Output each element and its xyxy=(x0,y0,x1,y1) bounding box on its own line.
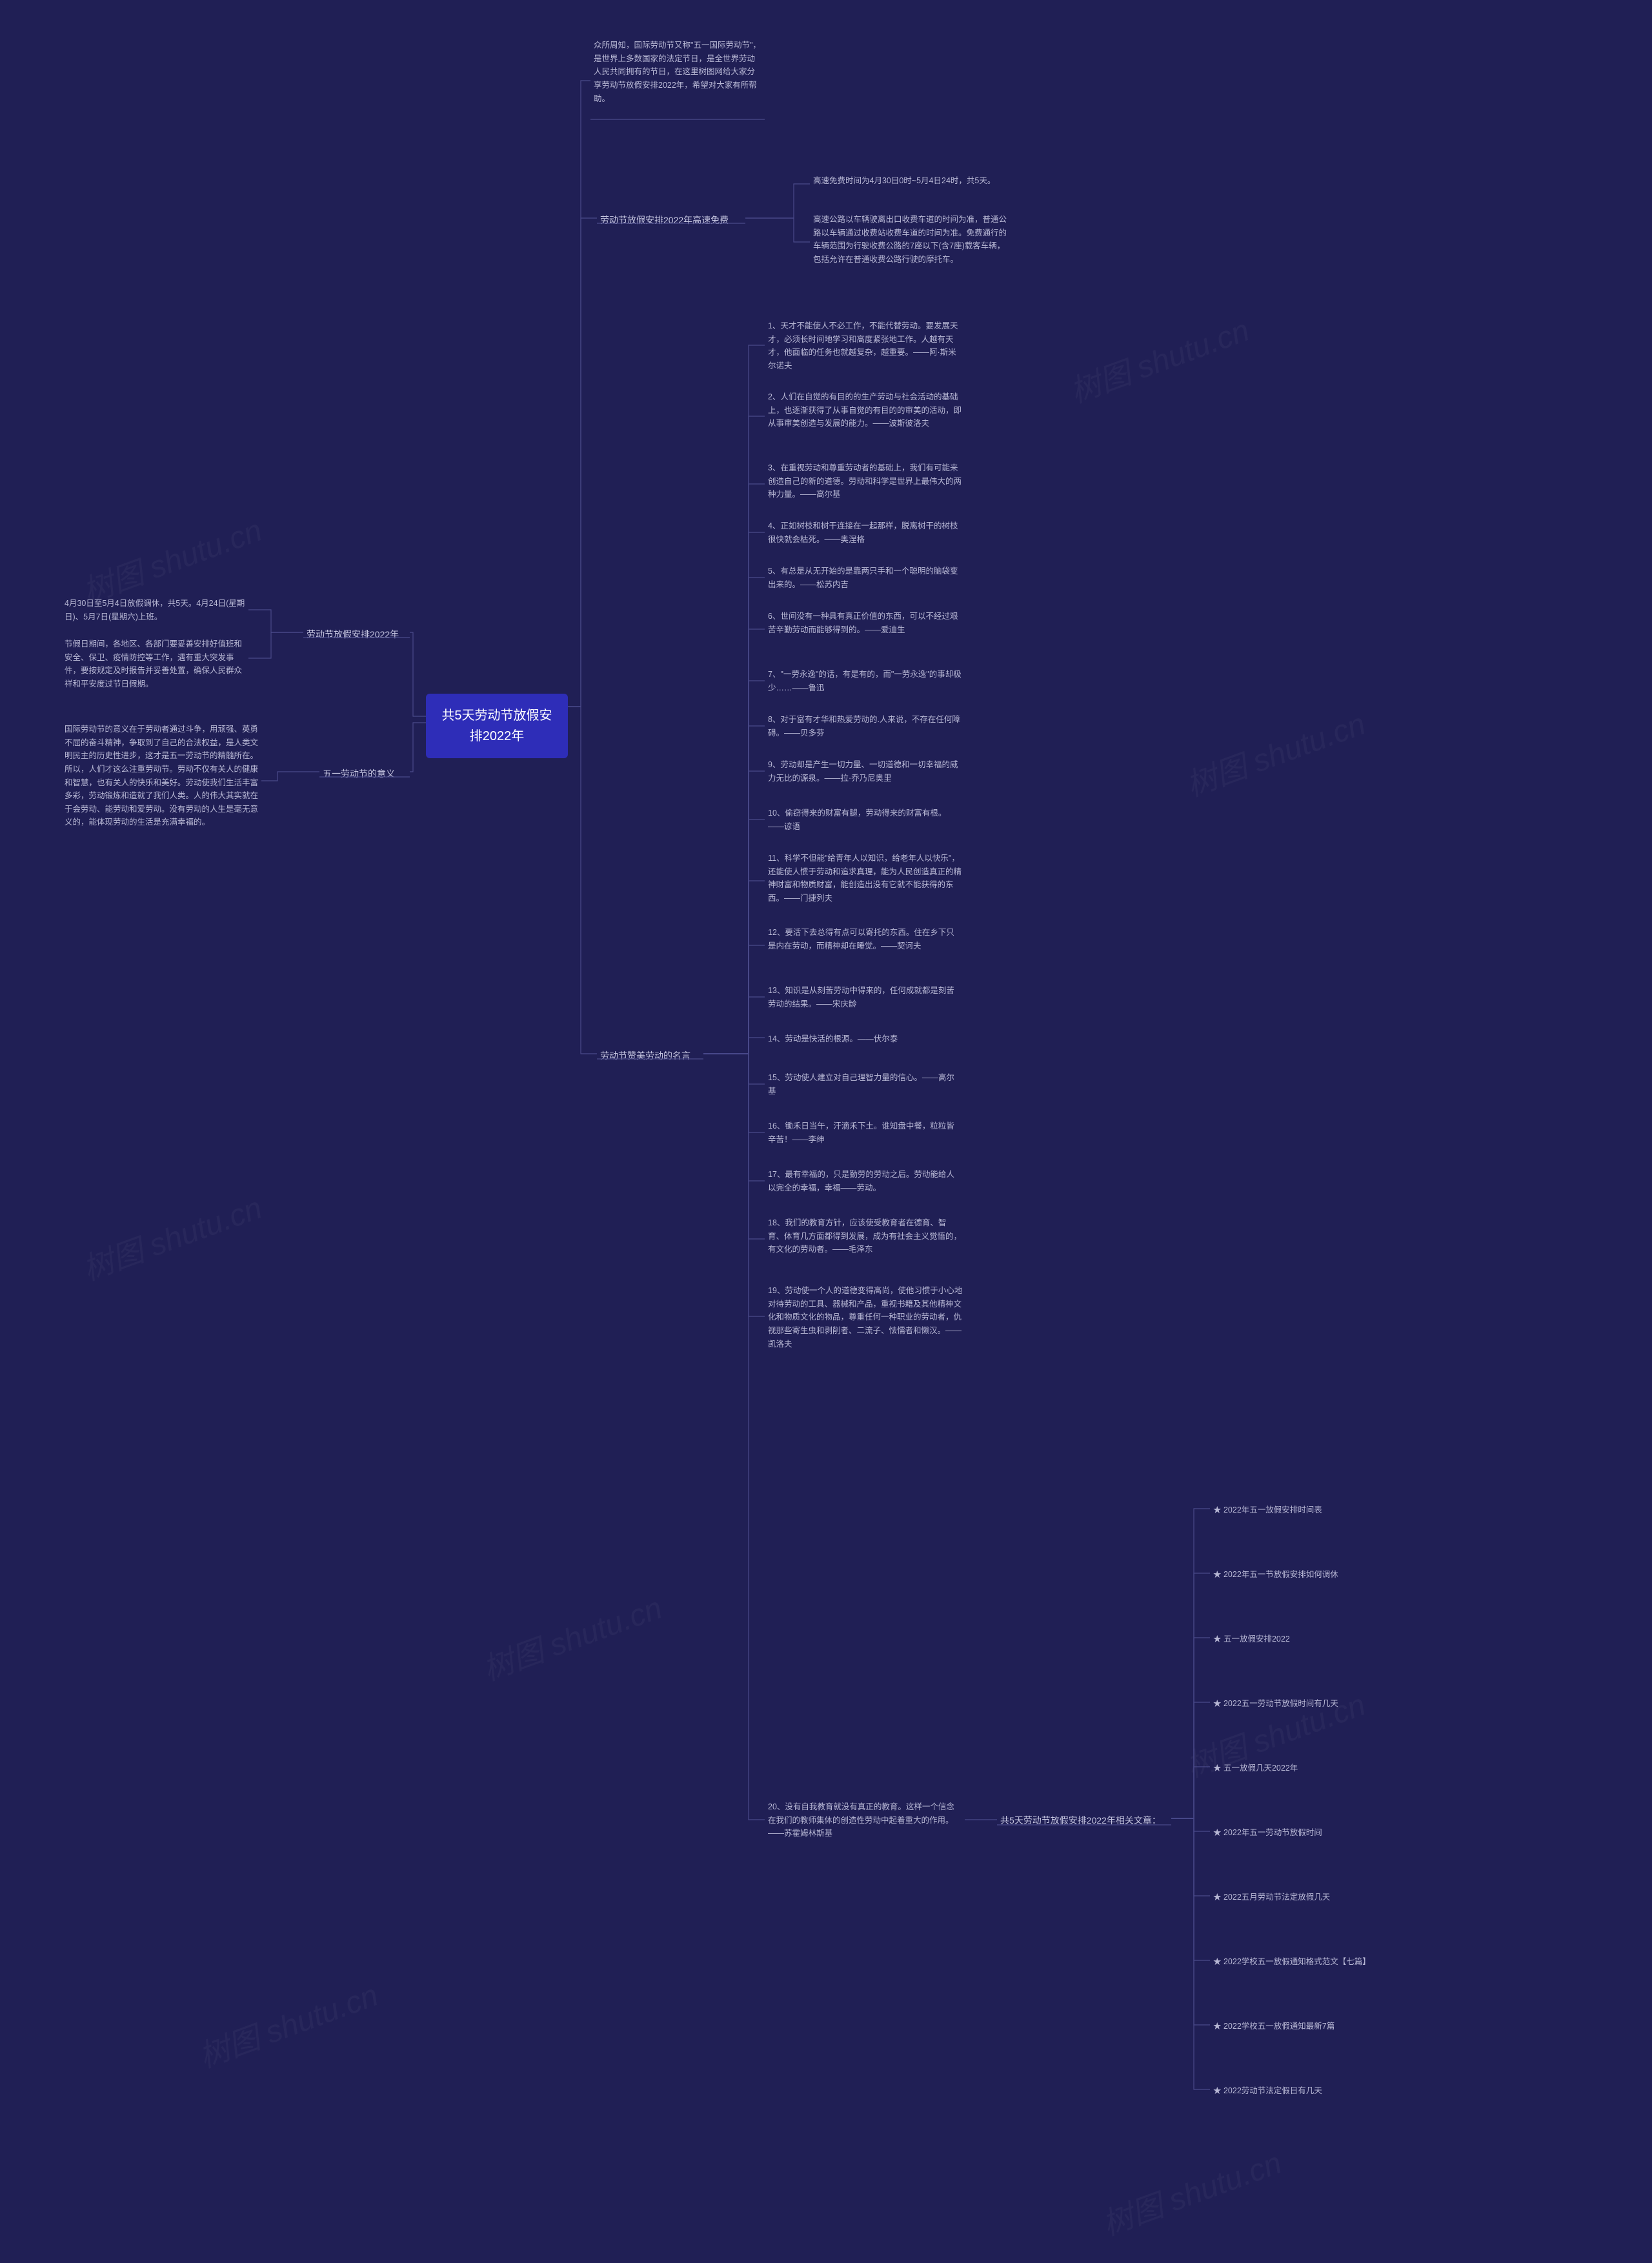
quote-12: 12、要活下去总得有点可以寄托的东西。住在乡下只是内在劳动，而精神却在睡觉。——… xyxy=(768,926,962,952)
article-link[interactable]: ★ 2022劳动节法定假日有几天 xyxy=(1213,2084,1322,2097)
watermark: 树图 shutu.cn xyxy=(1063,305,1254,411)
leaf-schedule-dates: 4月30日至5月4日放假调休，共5天。4月24日(星期日)、5月7日(星期六)上… xyxy=(65,597,245,623)
quote-1: 1、天才不能使人不必工作，不能代替劳动。要发展天才，必须长时间地学习和高度紧张地… xyxy=(768,319,962,373)
watermark: 树图 shutu.cn xyxy=(76,1182,267,1289)
intro-text: 众所周知，国际劳动节又称"五一国际劳动节"，是世界上多数国家的法定节日，是全世界… xyxy=(594,39,761,105)
article-link[interactable]: ★ 2022学校五一放假通知格式范文【七篇】 xyxy=(1213,1955,1371,1968)
quote-16: 16、锄禾日当午，汗滴禾下土。谁知盘中餐，粒粒皆辛苦！——李绅 xyxy=(768,1120,962,1146)
quote-5: 5、有总是从无开始的是靠两只手和一个聪明的脑袋变出来的。——松苏内吉 xyxy=(768,565,962,591)
quote-11: 11、科学不但能"给青年人以知识，给老年人以快乐"，还能使人惯于劳动和追求真理，… xyxy=(768,852,962,905)
quote-15: 15、劳动使人建立对自己理智力量的信心。——高尔基 xyxy=(768,1071,962,1098)
quote-4: 4、正如树枝和树干连接在一起那样，脱离树干的树枝很快就会枯死。——奥涅格 xyxy=(768,519,962,546)
quote-3: 3、在重视劳动和尊重劳动者的基础上，我们有可能来创造自己的新的道德。劳动和科学是… xyxy=(768,461,962,501)
watermark: 树图 shutu.cn xyxy=(1179,698,1371,805)
branch-highway: 劳动节放假安排2022年高速免费 xyxy=(600,213,729,227)
article-link[interactable]: ★ 2022五一劳动节放假时间有几天 xyxy=(1213,1697,1338,1710)
leaf-meaning-text: 国际劳动节的意义在于劳动者通过斗争，用顽强、英勇不屈的奋斗精神，争取到了自己的合… xyxy=(65,723,258,829)
leaf-highway-rules: 高速公路以车辆驶离出口收费车道的时间为准，普通公路以车辆通过收费站收费车道的时间… xyxy=(813,213,1007,267)
article-link[interactable]: ★ 2022学校五一放假通知最新7篇 xyxy=(1213,2020,1335,2033)
quote-20: 20、没有自我教育就没有真正的教育。这样一个信念在我们的教师集体的创造性劳动中起… xyxy=(768,1800,962,1840)
quote-7: 7、"一劳永逸"的话，有是有的，而"一劳永逸"的事却极少……——鲁迅 xyxy=(768,668,962,694)
article-link[interactable]: ★ 2022年五一放假安排时间表 xyxy=(1213,1504,1322,1516)
quote-14: 14、劳动是快活的根源。——伏尔泰 xyxy=(768,1032,962,1046)
leaf-schedule-notice: 节假日期间，各地区、各部门要妥善安排好值班和安全、保卫、疫情防控等工作，遇有重大… xyxy=(65,638,245,691)
watermark: 树图 shutu.cn xyxy=(76,505,267,611)
quote-18: 18、我们的教育方针，应该使受教育者在德育、智育、体育几方面都得到发展，成为有社… xyxy=(768,1216,962,1256)
watermark: 树图 shutu.cn xyxy=(476,1582,667,1689)
quote-19: 19、劳动使一个人的道德变得高尚，使他习惯于小心地对待劳动的工具、器械和产品，重… xyxy=(768,1284,968,1351)
watermark: 树图 shutu.cn xyxy=(1095,2137,1287,2244)
article-link[interactable]: ★ 2022年五一节放假安排如何调休 xyxy=(1213,1568,1338,1581)
quote-10: 10、偷窃得来的财富有腿，劳动得来的财富有根。——谚语 xyxy=(768,807,962,833)
center-node: 共5天劳动节放假安排2022年 xyxy=(426,694,568,758)
article-link[interactable]: ★ 2022五月劳动节法定放假几天 xyxy=(1213,1891,1330,1904)
leaf-highway-time: 高速免费时间为4月30日0时~5月4日24时，共5天。 xyxy=(813,174,1000,188)
quote-13: 13、知识是从刻苦劳动中得来的，任何成就都是刻苦劳动的结果。——宋庆龄 xyxy=(768,984,962,1011)
related-articles-label: 共5天劳动节放假安排2022年相关文章： xyxy=(1000,1813,1161,1827)
branch-meaning: 五一劳动节的意义 xyxy=(323,767,395,781)
quote-6: 6、世间没有一种具有真正价值的东西，可以不经过艰苦辛勤劳动而能够得到的。——爱迪… xyxy=(768,610,962,636)
quote-2: 2、人们在自觉的有目的的生产劳动与社会活动的基础上，也逐渐获得了从事自觉的有目的… xyxy=(768,390,962,430)
branch-schedule-2022: 劳动节放假安排2022年 xyxy=(307,627,399,641)
quote-17: 17、最有幸福的，只是勤劳的劳动之后。劳动能给人以完全的幸福，幸福——劳动。 xyxy=(768,1168,962,1194)
branch-quotes: 劳动节赞美劳动的名言 xyxy=(600,1049,690,1063)
quote-9: 9、劳动却是产生一切力量、一切道德和一切幸福的威力无比的源泉。——拉·乔乃尼奥里 xyxy=(768,758,962,785)
watermark: 树图 shutu.cn xyxy=(192,1969,383,2076)
article-link[interactable]: ★ 2022年五一劳动节放假时间 xyxy=(1213,1826,1322,1839)
quote-8: 8、对于富有才华和热爱劳动的.人来说，不存在任何障碍。——贝多芬 xyxy=(768,713,962,739)
article-link[interactable]: ★ 五一放假安排2022 xyxy=(1213,1633,1290,1645)
article-link[interactable]: ★ 五一放假几天2022年 xyxy=(1213,1762,1298,1775)
